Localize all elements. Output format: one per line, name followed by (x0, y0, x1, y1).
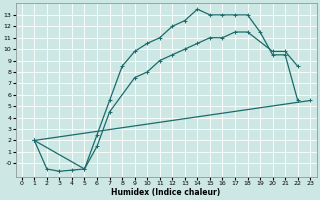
X-axis label: Humidex (Indice chaleur): Humidex (Indice chaleur) (111, 188, 221, 197)
